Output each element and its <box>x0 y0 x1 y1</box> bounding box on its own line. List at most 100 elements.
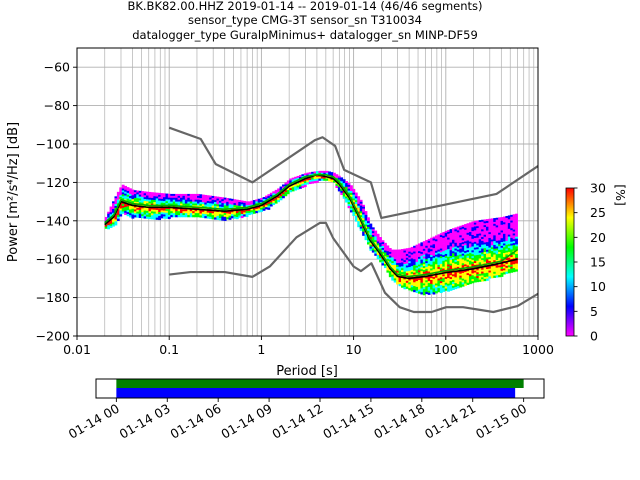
psd-histogram-cell <box>495 242 499 245</box>
psd-histogram-cell <box>396 278 399 281</box>
psd-histogram-cell <box>150 209 154 212</box>
psd-histogram-cell <box>107 213 111 216</box>
psd-histogram-cell <box>413 255 416 258</box>
psd-histogram-cell <box>430 247 433 250</box>
psd-histogram-cell <box>449 255 453 259</box>
psd-histogram-cell <box>420 257 424 260</box>
psd-histogram-cell <box>464 264 467 267</box>
psd-histogram-cell <box>476 220 480 223</box>
psd-histogram-cell <box>148 195 152 199</box>
psd-histogram-cell <box>124 205 128 208</box>
psd-histogram-cell <box>388 271 392 274</box>
psd-histogram-cell <box>417 243 421 246</box>
psd-histogram-cell <box>218 198 222 202</box>
psd-histogram-cell <box>468 264 472 267</box>
psd-histogram-cell <box>211 203 215 206</box>
psd-histogram-cell <box>320 170 324 174</box>
psd-histogram-cell <box>473 222 477 225</box>
psd-histogram-cell <box>364 234 368 237</box>
psd-histogram-cell <box>439 283 443 286</box>
psd-histogram-cell <box>226 199 229 203</box>
psd-histogram-cell <box>124 187 128 191</box>
psd-histogram-cell <box>439 260 443 263</box>
psd-histogram-cell <box>422 260 426 263</box>
psd-histogram-cell <box>391 261 395 264</box>
psd-histogram-cell <box>413 280 416 283</box>
psd-histogram-cell <box>116 214 120 218</box>
psd-histogram-cell <box>473 232 477 235</box>
psd-histogram-cell <box>410 279 414 282</box>
psd-histogram-cell <box>371 227 375 230</box>
psd-histogram-cell <box>493 229 497 232</box>
psd-histogram-cell <box>294 188 297 191</box>
psd-histogram-cell <box>495 265 499 268</box>
psd-histogram-cell <box>405 257 409 261</box>
psd-histogram-cell <box>223 207 227 210</box>
psd-histogram-cell <box>364 216 368 220</box>
psd-histogram-cell <box>422 258 426 261</box>
psd-histogram-cell <box>468 278 472 281</box>
psd-histogram-cell <box>483 253 487 257</box>
psd-histogram-cell <box>454 246 458 249</box>
psd-histogram-cell <box>197 211 200 214</box>
psd-histogram-cell <box>451 239 455 243</box>
psd-histogram-cell <box>502 216 506 219</box>
psd-histogram-cell <box>481 254 484 257</box>
psd-histogram-cell <box>500 255 504 258</box>
psd-histogram-cell <box>483 219 487 222</box>
psd-histogram-cell <box>507 223 511 226</box>
psd-histogram-cell <box>400 272 404 275</box>
psd-histogram-cell <box>396 251 399 254</box>
psd-histogram-cell <box>473 274 477 277</box>
psd-histogram-cell <box>277 199 280 203</box>
psd-histogram-cell <box>201 196 205 199</box>
psd-histogram-cell <box>119 212 123 215</box>
psd-histogram-cell <box>347 200 351 203</box>
psd-histogram-cell <box>493 233 497 236</box>
psd-histogram-cell <box>442 255 446 258</box>
psd-histogram-cell <box>505 258 509 261</box>
timeline-tick-label: 01-14 15 <box>320 401 376 442</box>
psd-histogram-cell <box>364 222 368 225</box>
psd-histogram-cell <box>206 197 210 200</box>
psd-histogram-cell <box>403 287 407 290</box>
psd-histogram-cell <box>354 213 358 216</box>
psd-histogram-cell <box>488 230 492 233</box>
psd-histogram-cell <box>160 195 164 198</box>
psd-histogram-cell <box>403 258 407 261</box>
psd-histogram-cell <box>121 192 125 195</box>
psd-histogram-cell <box>260 207 263 210</box>
psd-histogram-cell <box>223 216 227 220</box>
psd-histogram-cell <box>381 259 385 262</box>
psd-histogram-cell <box>381 263 385 266</box>
psd-histogram-cell <box>131 212 135 215</box>
psd-histogram-cell <box>495 229 499 232</box>
psd-histogram-cell <box>500 226 504 229</box>
psd-histogram-cell <box>269 204 273 207</box>
psd-histogram-cell <box>364 211 368 214</box>
psd-histogram-cell <box>116 218 120 221</box>
psd-histogram-cell <box>114 204 118 207</box>
psd-histogram-cell <box>189 195 193 199</box>
psd-histogram-cell <box>498 225 501 228</box>
psd-histogram-cell <box>170 203 174 206</box>
psd-histogram-cell <box>490 231 494 235</box>
psd-histogram-cell <box>112 203 115 206</box>
psd-histogram-cell <box>451 280 455 283</box>
psd-histogram-cell <box>495 273 499 276</box>
psd-histogram-cell <box>121 207 125 210</box>
psd-histogram-cell <box>464 258 467 261</box>
psd-histogram-cell <box>396 266 399 270</box>
psd-histogram-cell <box>507 242 511 245</box>
colorbar-tick-label: 25 <box>590 205 606 220</box>
psd-histogram-cell <box>148 197 152 200</box>
psd-histogram-cell <box>485 267 489 270</box>
psd-histogram-cell <box>114 221 118 224</box>
psd-histogram-cell <box>133 197 137 201</box>
psd-histogram-cell <box>459 237 463 240</box>
psd-histogram-cell <box>425 284 429 287</box>
psd-histogram-cell <box>396 259 399 262</box>
psd-histogram-cell <box>116 212 120 216</box>
psd-histogram-cell <box>187 199 191 202</box>
psd-histogram-cell <box>410 254 414 257</box>
